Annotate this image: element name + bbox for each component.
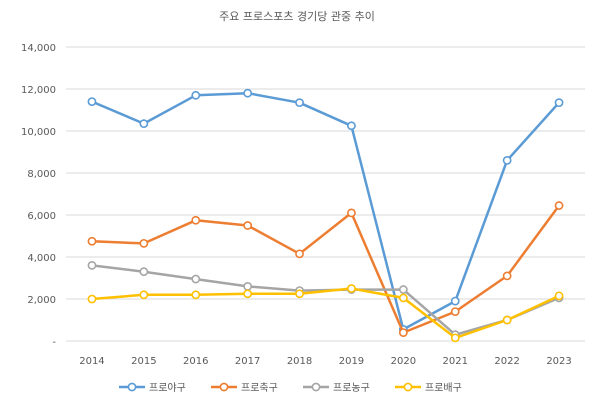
data-point — [243, 281, 253, 291]
x-tick-label: 2017 — [235, 356, 260, 367]
legend-label: 프로축구 — [241, 382, 278, 394]
data-point — [243, 289, 253, 299]
data-point — [502, 315, 512, 325]
data-point — [347, 121, 356, 131]
data-point — [295, 289, 304, 299]
legend-marker — [127, 382, 137, 392]
data-point — [87, 97, 97, 106]
data-point — [87, 260, 97, 270]
series-1 — [87, 88, 564, 334]
x-tick-label: 2015 — [131, 356, 156, 367]
data-point — [398, 293, 408, 303]
data-point — [450, 307, 460, 316]
y-tick-label: 2,000 — [27, 295, 56, 306]
legend-item: 프로야구 — [119, 382, 186, 394]
x-tick-label: 2020 — [391, 356, 416, 367]
data-point — [243, 88, 253, 98]
y-tick-label: 6,000 — [27, 211, 56, 222]
data-point — [191, 274, 201, 284]
x-tick-label: 2014 — [79, 356, 104, 367]
data-point — [243, 221, 253, 230]
legend-label: 프로배구 — [425, 382, 462, 394]
x-tick-label: 2019 — [339, 356, 364, 367]
x-tick-label: 2023 — [546, 356, 571, 367]
data-point — [295, 98, 304, 108]
series-line — [90, 91, 561, 331]
data-point — [191, 290, 201, 300]
data-point — [398, 328, 408, 337]
data-point — [554, 98, 564, 108]
legend-marker — [219, 382, 229, 392]
series-2 — [87, 201, 564, 337]
data-point — [347, 284, 356, 293]
y-tick-label: - — [52, 337, 56, 348]
data-point — [87, 294, 97, 304]
y-tick-label: 4,000 — [27, 253, 56, 264]
legend-item: 프로농구 — [303, 382, 370, 394]
legend-label: 프로농구 — [333, 382, 370, 394]
data-point — [554, 291, 564, 301]
data-point — [139, 290, 149, 300]
data-point — [139, 267, 149, 277]
y-tick-label: 8,000 — [27, 169, 56, 180]
series-line — [90, 287, 561, 340]
data-point — [295, 249, 304, 259]
legend-item: 프로축구 — [211, 382, 278, 394]
legend-label: 프로야구 — [149, 382, 186, 394]
data-point — [139, 238, 149, 248]
data-point — [139, 119, 149, 129]
data-point — [398, 285, 408, 294]
x-tick-label: 2022 — [494, 356, 519, 367]
series-line — [90, 204, 561, 334]
y-tick-label: 14,000 — [21, 43, 56, 54]
legend-item: 프로배구 — [395, 382, 462, 394]
y-tick-label: 10,000 — [21, 127, 56, 138]
data-point — [87, 236, 97, 246]
x-tick-label: 2018 — [287, 356, 312, 367]
chart-title: 주요 프로스포츠 경기당 관중 추이 — [219, 10, 375, 23]
data-point — [191, 90, 201, 100]
series-3 — [87, 260, 564, 340]
data-point — [502, 271, 512, 281]
data-point — [554, 201, 564, 210]
y-tick-label: 12,000 — [21, 85, 56, 96]
data-point — [347, 208, 356, 218]
x-tick-label: 2021 — [443, 356, 468, 367]
data-point — [450, 333, 460, 343]
data-point — [191, 215, 201, 225]
legend-marker — [311, 382, 321, 392]
series-4 — [87, 284, 564, 343]
legend-marker — [403, 382, 413, 392]
x-tick-label: 2016 — [183, 356, 208, 367]
data-point — [502, 155, 512, 165]
data-point — [450, 296, 460, 306]
series-line — [90, 264, 561, 336]
